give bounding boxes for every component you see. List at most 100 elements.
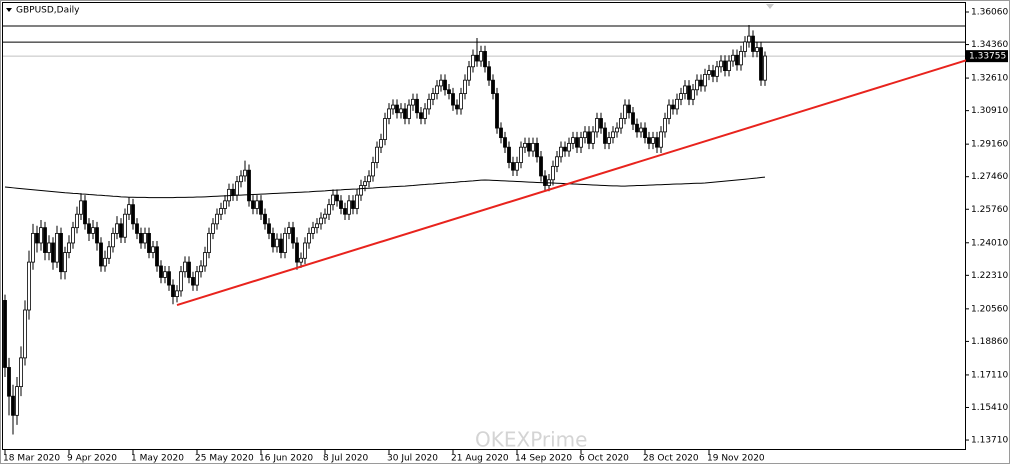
candle-body [483,51,487,68]
candle-body [219,208,223,215]
candle-body [259,200,263,215]
x-tick-label: 14 Sep 2020 [515,454,572,464]
candle-body [407,104,411,119]
candle-body [227,188,231,202]
candle-body [575,137,579,148]
candle-body [531,142,535,152]
candle-body [759,47,763,81]
candle-body [107,246,111,259]
x-tick-label: 30 Jul 2020 [387,454,438,464]
candle-body [455,104,459,110]
candle-body [683,85,687,94]
candle-body [607,137,611,144]
candle-body [659,131,663,148]
candle-body [171,284,175,297]
candle-body [15,386,19,416]
candle-body [727,60,731,72]
candle-body [623,104,627,119]
watermark: OKEXPrime [475,428,587,452]
y-tick-label: 1.27460 [971,172,1008,182]
candle-body [351,200,355,209]
y-tick-label: 1.22310 [971,271,1008,281]
candle-body [699,79,703,87]
candle-body [319,217,323,225]
candle-body [231,188,235,196]
candle-body [619,118,623,129]
price-label-box [966,50,1008,63]
candle-body [283,232,287,253]
candle-body [691,89,695,100]
candle-body [179,271,183,292]
candle-body [415,98,419,114]
candle-body [23,309,27,359]
y-tick-label: 1.25760 [971,205,1008,215]
candle-body [343,208,347,215]
candle-body [223,200,227,209]
x-tick-label: 9 Apr 2020 [67,454,117,464]
candle-body [555,156,559,167]
candle-body [119,223,123,238]
candle-body [687,85,691,100]
candle-body [315,223,319,229]
candle-body [651,137,655,144]
candle-body [595,118,599,133]
candle-body [475,54,479,62]
candle-body [647,137,651,144]
candle-body [635,123,639,133]
candle-body [199,265,203,273]
candle-body [603,127,607,144]
candle-body [327,204,331,215]
candle-body [371,162,375,177]
candle-body [55,232,59,263]
candle-body [459,93,463,110]
candle-body [19,357,23,388]
candle-body [643,127,647,139]
candle-body [243,169,247,177]
candle-body [263,213,267,225]
candle-body [31,232,35,263]
candle-body [507,146,511,163]
candle-body [551,165,555,181]
candle-body [291,227,295,244]
candle-body [215,213,219,225]
candle-body [739,51,743,66]
y-tick-label: 1.34360 [971,40,1008,50]
shift-marker [766,4,774,9]
y-tick-label: 1.29160 [971,140,1008,150]
candle-body [583,131,587,139]
candle-body [443,79,447,91]
candle-body [27,261,31,311]
candle-body [139,232,143,244]
candle-body [755,47,759,52]
candle-body [491,79,495,94]
candle-body [95,227,99,244]
candle-body [79,200,83,215]
candle-body [487,66,491,81]
candle-body [295,242,299,263]
candle-body [743,41,747,52]
candle-body [331,194,335,206]
candle-body [275,238,279,248]
candle-body [587,131,591,144]
candle-body [323,213,327,219]
candle-body [559,146,563,158]
y-tick-label: 1.18860 [971,337,1008,347]
candle-body [503,137,507,148]
candle-body [723,60,727,72]
candle-body [611,131,615,139]
candle-body [519,146,523,163]
candle-body [159,265,163,278]
x-tick-label: 6 Oct 2020 [579,454,629,464]
candle-body [11,395,15,416]
candle-body [195,271,199,286]
candle-body [563,146,567,152]
candle-body [287,227,291,234]
price-label: 1.33755 [969,52,1006,62]
candle-body [367,175,371,183]
y-tick-label: 1.32610 [971,74,1008,84]
candle-body [763,55,767,81]
candle-body [383,118,387,140]
candle-body [703,74,707,87]
